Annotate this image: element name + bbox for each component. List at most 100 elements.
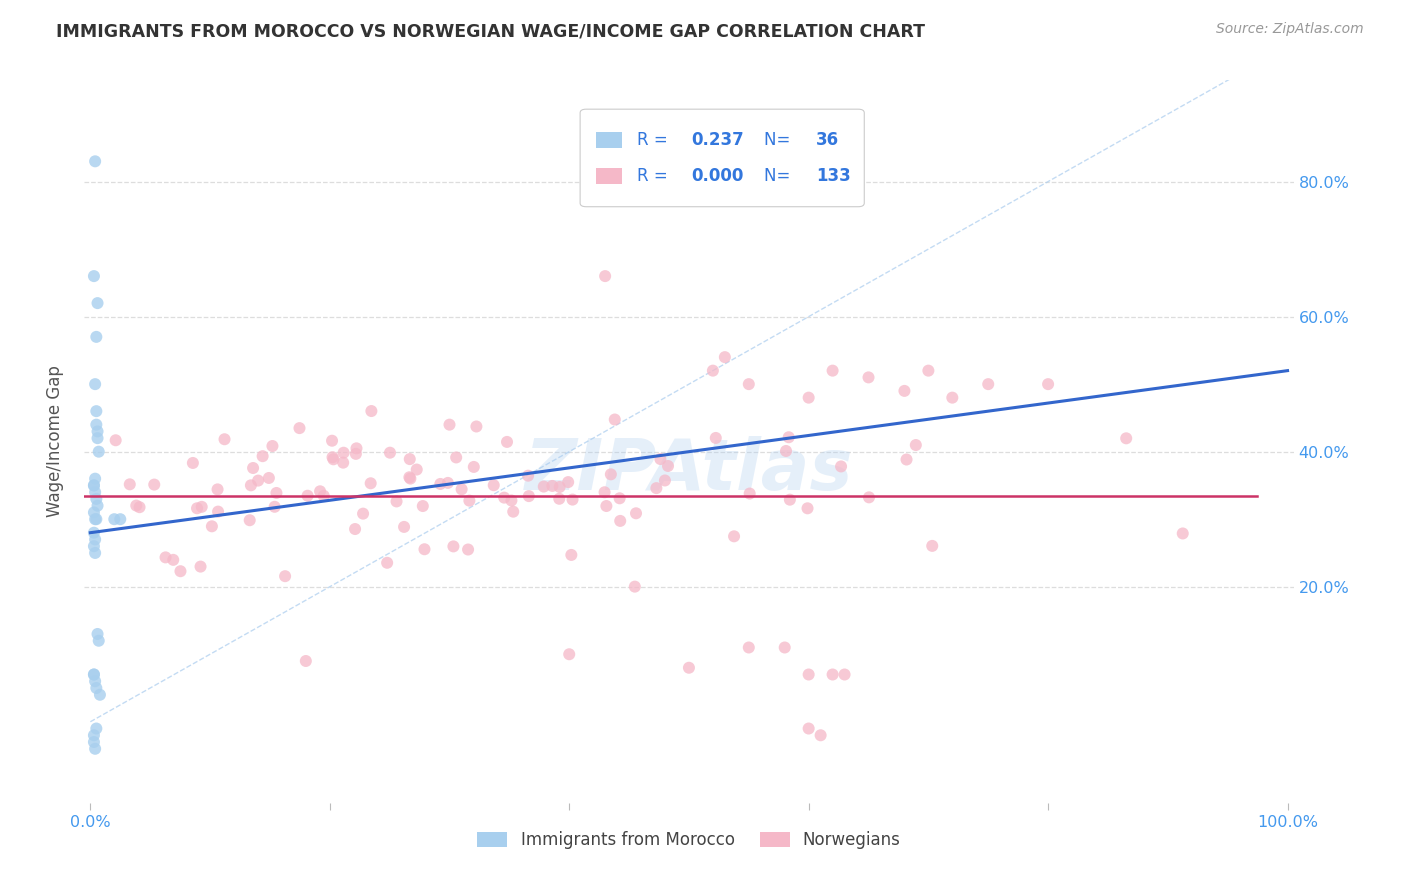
Point <box>977 377 1000 392</box>
Point <box>439 417 461 432</box>
Point <box>252 449 274 463</box>
Point <box>398 470 420 484</box>
FancyBboxPatch shape <box>581 109 865 207</box>
Point <box>239 513 262 527</box>
Point <box>603 412 626 426</box>
Point <box>128 500 150 515</box>
Point <box>239 478 262 492</box>
Point <box>917 364 939 378</box>
Point <box>624 580 647 594</box>
Point <box>450 482 472 496</box>
Point <box>533 479 555 493</box>
Point <box>332 456 354 470</box>
Y-axis label: Wage/Income Gap: Wage/Income Gap <box>45 366 63 517</box>
Text: 0.237: 0.237 <box>692 131 744 149</box>
Point <box>86 627 108 641</box>
Point <box>274 569 297 583</box>
Point <box>83 505 105 519</box>
Point <box>322 450 344 465</box>
Point <box>609 514 631 528</box>
Point <box>702 364 724 378</box>
Point <box>83 667 105 681</box>
Point <box>262 439 284 453</box>
Point <box>190 559 212 574</box>
Point <box>207 483 229 497</box>
Point <box>858 491 880 505</box>
Point <box>517 489 540 503</box>
Point <box>821 364 844 378</box>
FancyBboxPatch shape <box>596 169 623 185</box>
Point <box>921 539 943 553</box>
Point <box>429 477 451 491</box>
Point <box>321 434 343 448</box>
Point <box>858 370 880 384</box>
Point <box>593 269 616 284</box>
Point <box>110 512 132 526</box>
Text: Source: ZipAtlas.com: Source: ZipAtlas.com <box>1216 22 1364 37</box>
Text: IMMIGRANTS FROM MOROCCO VS NORWEGIAN WAGE/INCOME GAP CORRELATION CHART: IMMIGRANTS FROM MOROCCO VS NORWEGIAN WAG… <box>56 22 925 40</box>
Point <box>86 499 108 513</box>
Point <box>650 452 672 467</box>
Point <box>738 640 761 655</box>
Point <box>309 484 332 499</box>
Point <box>557 475 579 489</box>
Point <box>186 501 208 516</box>
Point <box>86 417 108 432</box>
Point <box>295 654 318 668</box>
Point <box>399 472 422 486</box>
Point <box>796 501 818 516</box>
Point <box>86 330 108 344</box>
Point <box>821 667 844 681</box>
Point <box>465 419 488 434</box>
Point <box>83 539 105 553</box>
Point <box>169 564 191 578</box>
Point <box>896 452 918 467</box>
Point <box>437 475 460 490</box>
Point <box>312 489 335 503</box>
Point <box>893 384 915 398</box>
Point <box>87 444 110 458</box>
Point <box>83 728 105 742</box>
Point <box>548 480 571 494</box>
Text: N=: N= <box>763 131 796 149</box>
Point <box>1036 377 1059 392</box>
Point <box>778 430 800 444</box>
Point <box>190 500 212 514</box>
Point <box>103 512 125 526</box>
Point <box>392 520 415 534</box>
Point <box>181 456 204 470</box>
Point <box>125 499 148 513</box>
Point <box>779 492 801 507</box>
Point <box>352 507 374 521</box>
Point <box>83 269 105 284</box>
Point <box>1115 431 1137 445</box>
Point <box>247 474 270 488</box>
Text: ZIPAtlas: ZIPAtlas <box>524 436 853 505</box>
Point <box>1171 526 1194 541</box>
Point <box>104 434 127 448</box>
Point <box>83 735 105 749</box>
Point <box>86 491 108 506</box>
Point <box>86 404 108 418</box>
Point <box>398 452 420 467</box>
Point <box>834 667 856 681</box>
Point <box>405 462 427 476</box>
Point <box>84 512 107 526</box>
Point <box>558 647 581 661</box>
Point <box>738 486 761 500</box>
Point <box>378 445 401 459</box>
Point <box>89 688 111 702</box>
Point <box>263 500 285 514</box>
Point <box>704 431 727 445</box>
Point <box>86 296 108 310</box>
Point <box>86 425 108 439</box>
Point <box>517 468 540 483</box>
Point <box>84 674 107 689</box>
Point <box>441 540 464 554</box>
Point <box>482 478 505 492</box>
Point <box>86 722 108 736</box>
Point <box>297 489 319 503</box>
Point <box>654 474 676 488</box>
Point <box>118 477 141 491</box>
Point <box>266 486 288 500</box>
